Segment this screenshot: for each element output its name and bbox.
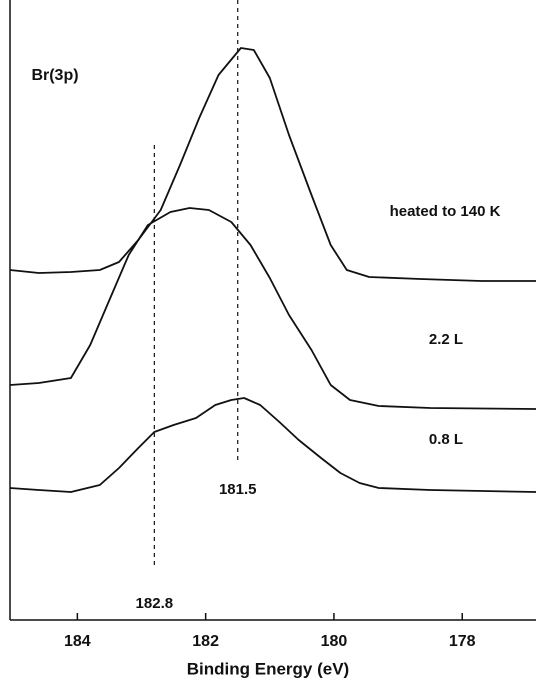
x-axis-label: Binding Energy (eV)	[187, 659, 349, 678]
x-tick-label: 184	[64, 633, 91, 650]
x-tick-label: 182	[192, 633, 219, 650]
series-label: 2.2 L	[429, 331, 463, 348]
x-tick-label: 178	[449, 633, 476, 650]
spectrum-line	[9, 397, 536, 493]
reference-label: 181.5	[219, 481, 257, 498]
x-tick-label: 180	[321, 633, 348, 650]
reference-label: 182.8	[136, 595, 174, 612]
series-label: 0.8 L	[429, 431, 463, 448]
series-label: heated to 140 K	[390, 203, 501, 220]
spectrum-line	[9, 207, 536, 410]
spectrum-line	[9, 47, 536, 282]
annotation: Br(3p)	[31, 67, 78, 84]
